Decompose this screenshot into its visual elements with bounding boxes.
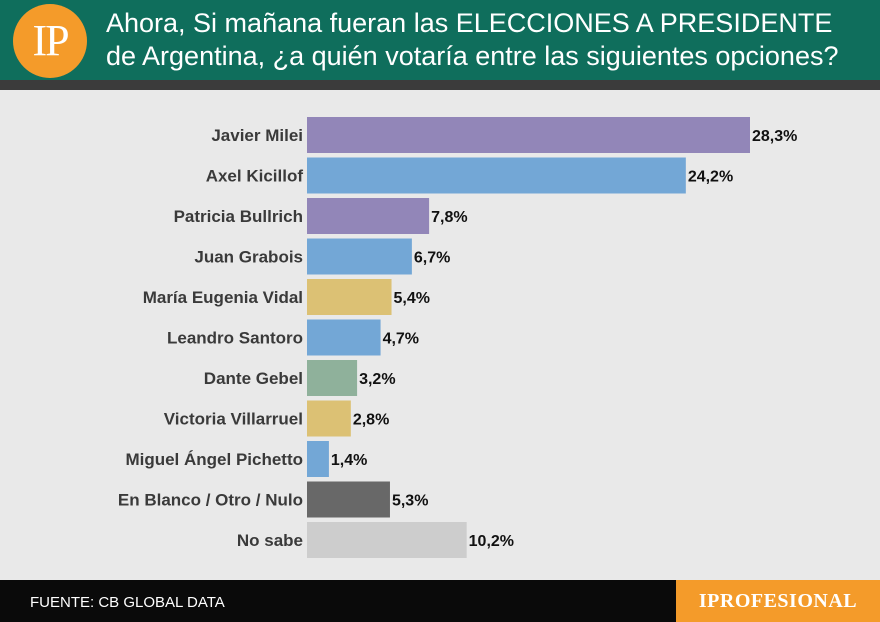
category-label: No sabe bbox=[237, 531, 303, 550]
category-label: En Blanco / Otro / Nulo bbox=[118, 491, 303, 510]
value-label: 6,7% bbox=[414, 250, 450, 267]
category-label: Patricia Bullrich bbox=[174, 207, 303, 226]
bar bbox=[307, 117, 750, 153]
category-label: Victoria Villarruel bbox=[164, 410, 303, 429]
bar bbox=[307, 481, 390, 518]
value-label: 2,8% bbox=[353, 412, 389, 429]
bar bbox=[307, 360, 358, 396]
footer-brand-bar: IPROFESIONAL bbox=[676, 580, 880, 622]
bar bbox=[307, 441, 329, 477]
chart-area: Javier Milei 28,3% Axel Kicillof 24,2% Patri… bbox=[0, 90, 880, 580]
value-label: 5,3% bbox=[392, 493, 428, 510]
value-label: 10,2% bbox=[469, 533, 514, 550]
bar bbox=[307, 319, 381, 356]
header-bar: IP Ahora, Si mañana fueran las ELECCIONE… bbox=[0, 0, 880, 80]
chart-title: Ahora, Si mañana fueran las ELECCIONES A… bbox=[106, 8, 839, 71]
header-divider bbox=[0, 80, 880, 90]
category-label: Dante Gebel bbox=[204, 369, 303, 388]
category-label: Juan Grabois bbox=[194, 248, 303, 267]
footer-source-bar: FUENTE: CB GLOBAL DATA bbox=[0, 580, 676, 622]
ip-logo: IP bbox=[13, 4, 87, 78]
bar bbox=[307, 198, 430, 234]
value-label: 5,4% bbox=[394, 290, 430, 307]
category-label: Leandro Santoro bbox=[167, 329, 303, 348]
value-label: 7,8% bbox=[431, 209, 467, 226]
source-text: FUENTE: CB GLOBAL DATA bbox=[30, 594, 225, 611]
value-label: 1,4% bbox=[331, 452, 367, 469]
bar bbox=[307, 238, 412, 275]
bar bbox=[307, 157, 686, 194]
brand-logo: IPROFESIONAL bbox=[698, 590, 858, 612]
bar bbox=[307, 400, 351, 437]
value-label: 28,3% bbox=[752, 128, 797, 145]
category-label: Axel Kicillof bbox=[206, 167, 304, 186]
bar-chart: Javier Milei 28,3% Axel Kicillof 24,2% Patri… bbox=[118, 117, 797, 558]
category-label: María Eugenia Vidal bbox=[143, 288, 303, 307]
value-label: 3,2% bbox=[359, 371, 395, 388]
bar bbox=[307, 522, 467, 558]
bar bbox=[307, 279, 392, 315]
category-label: Miguel Ángel Pichetto bbox=[125, 450, 303, 469]
value-label: 24,2% bbox=[688, 169, 733, 186]
value-label: 4,7% bbox=[383, 331, 419, 348]
category-label: Javier Milei bbox=[211, 126, 303, 145]
